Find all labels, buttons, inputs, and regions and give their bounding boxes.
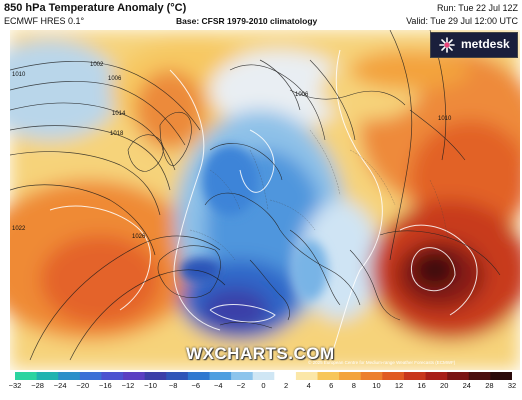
- colorbar-segment: [123, 372, 146, 380]
- isobar-label: 1018: [110, 131, 124, 137]
- colorbar-segment: [231, 372, 254, 380]
- colorbar-segment: [425, 372, 448, 380]
- isobar-labels: 1002 1006 1010 1014 1018 1022 1026 1010 …: [12, 62, 452, 240]
- wxcharts-watermark: WXCHARTS.COM: [186, 344, 335, 363]
- colorbar-tick-label: −32: [8, 381, 22, 390]
- anomaly-fill-detail: [180, 145, 328, 300]
- colorbar-segment: [447, 372, 470, 380]
- colorbar-tick-label: −4: [214, 381, 223, 390]
- colorbar-tick-label: 10: [372, 381, 381, 390]
- colorbar-segment: [101, 372, 124, 380]
- colorbar-segment: [360, 372, 383, 380]
- colorbar-segment: [382, 372, 405, 380]
- colorbar-segment: [187, 372, 211, 380]
- colorbar-segment: [252, 372, 275, 380]
- colorbar-tick-label: 6: [329, 381, 334, 390]
- isobar-label: 1006: [295, 92, 309, 98]
- colorbar-segment: [317, 372, 340, 380]
- isobar-label: 1010: [438, 116, 452, 122]
- colorbar-tick-label: 4: [306, 381, 311, 390]
- colorbar-tick-label: 24: [462, 381, 471, 390]
- coastlines: [127, 64, 501, 329]
- chart-header: 850 hPa Temperature Anomaly (°C) ECMWF H…: [0, 0, 522, 30]
- colorbar-ticks: −32 −28 −24 −20 −16 −12 −10 −8 −6 −4 −2 0 2 4 6 8 10 12 16…: [0, 381, 522, 393]
- colorbar-tick-label: 8: [351, 381, 356, 390]
- colorbar-segment: [339, 372, 362, 380]
- colorbar-tick-label: −6: [191, 381, 200, 390]
- isobar-label: 1002: [90, 62, 104, 68]
- valid-time-label: Valid: Tue 29 Jul 12:00 UTC: [406, 16, 518, 26]
- ecmwf-credit: © 2025 European Centre for Medium-range …: [308, 360, 456, 365]
- anomaly-map-canvas: 1002 1006 1010 1014 1018 1022 1026 1010 …: [10, 30, 520, 370]
- colorbar-tick-label: −24: [53, 381, 67, 390]
- anomaly-fill-layer: [10, 30, 520, 370]
- colorbar-segment: [274, 372, 297, 380]
- colorbar: [15, 372, 512, 380]
- colorbar-segment: [468, 372, 491, 380]
- colorbar-segment: [36, 372, 59, 380]
- climatology-base-label: Base: CFSR 1979-2010 climatology: [176, 16, 318, 26]
- colorbar-tick-label: 20: [440, 381, 449, 390]
- colorbar-segment: [295, 372, 319, 380]
- colorbar-segment: [166, 372, 189, 380]
- country-borders: [189, 129, 449, 261]
- colorbar-tick-label: −2: [236, 381, 246, 390]
- colorbar-segment: [79, 372, 103, 380]
- map-title: 850 hPa Temperature Anomaly (°C): [4, 2, 187, 14]
- colorbar-tick-label: −12: [121, 381, 135, 390]
- colorbar-segment: [403, 372, 427, 380]
- colorbar-tick-label: −20: [76, 381, 90, 390]
- colorbar-tick-label: 32: [507, 381, 517, 390]
- metdesk-logo-text: metdesk: [461, 37, 510, 51]
- isobar-label: 1010: [12, 72, 26, 78]
- metdesk-logo: metdesk: [430, 32, 518, 58]
- isobar-label: 1026: [132, 234, 146, 240]
- anomaly-map: 1002 1006 1010 1014 1018 1022 1026 1010 …: [10, 30, 520, 370]
- colorbar-tick-label: 16: [417, 381, 426, 390]
- colorbar-tick-label: −16: [98, 381, 112, 390]
- colorbar-tick-label: 12: [394, 381, 404, 390]
- colorbar-tick-label: −8: [168, 381, 178, 390]
- colorbar-segment: [58, 372, 81, 380]
- colorbar-tick-label: 2: [283, 381, 289, 390]
- isobar-label: 1022: [12, 226, 26, 232]
- colorbar-segment: [490, 372, 512, 380]
- isobar-label: 1006: [108, 76, 122, 82]
- colorbar-segment: [144, 372, 167, 380]
- colorbar-tick-label: 0: [261, 381, 266, 390]
- colorbar-segment: [15, 372, 38, 380]
- colorbar-segment: [209, 372, 232, 380]
- run-time-label: Run: Tue 22 Jul 12Z: [436, 3, 518, 13]
- colorbar-tick-label: −10: [144, 381, 157, 390]
- isobar-label: 1014: [112, 111, 126, 117]
- model-label: ECMWF HRES 0.1°: [4, 16, 85, 26]
- metdesk-logo-icon: [439, 37, 455, 53]
- anomaly-contours: [49, 49, 478, 361]
- colorbar-tick-label: −28: [31, 381, 44, 390]
- colorbar-tick-label: 28: [485, 381, 494, 390]
